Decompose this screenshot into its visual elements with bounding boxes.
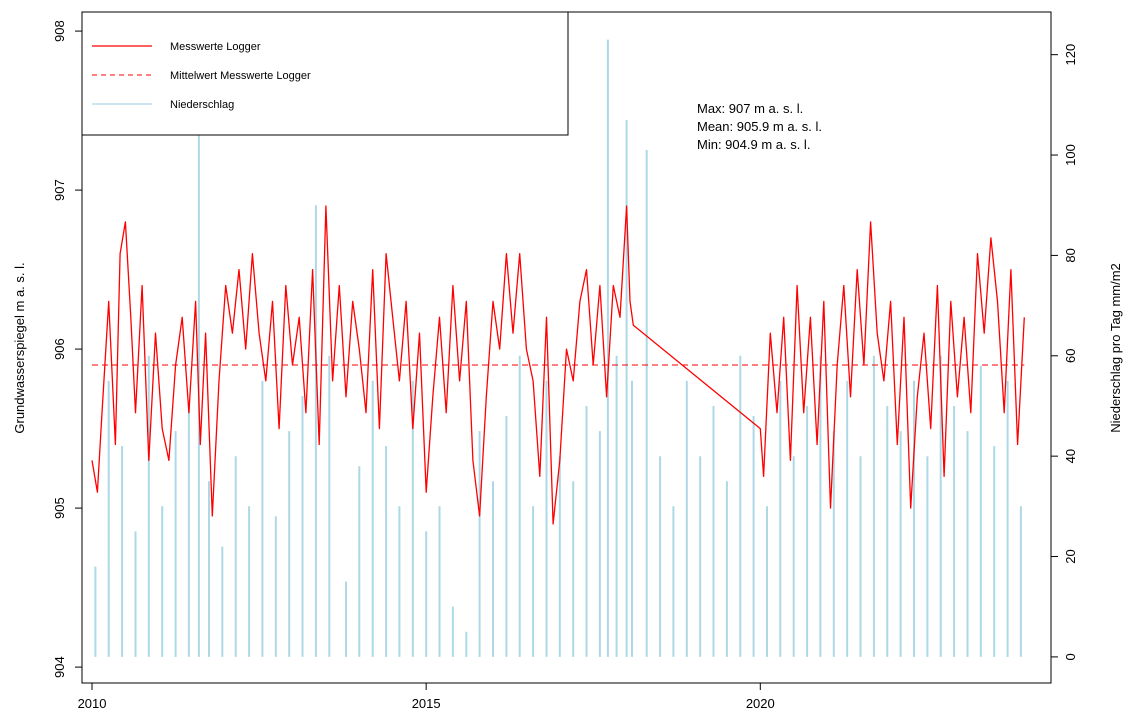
y-left-tick-label: 906 xyxy=(52,338,67,360)
stats-annotation: Max: 907 m a. s. l. Mean: 905.9 m a. s. … xyxy=(697,101,822,152)
y-left-tick-label: 908 xyxy=(52,20,67,42)
y-left-tick-label: 904 xyxy=(52,656,67,678)
y-right-tick-label: 0 xyxy=(1063,653,1078,660)
groundwater-series xyxy=(91,205,1025,525)
y-axis-left: 904 905 906 907 908 xyxy=(52,20,83,678)
stat-min: Min: 904.9 m a. s. l. xyxy=(697,137,810,152)
y-right-tick-label: 40 xyxy=(1063,449,1078,463)
y-axis-left-title: Grundwasserspiegel m a. s. l. xyxy=(12,262,27,433)
y-right-tick-label: 120 xyxy=(1063,44,1078,66)
y-left-tick-label: 905 xyxy=(52,497,67,519)
y-axis-right: 0 20 40 60 80 100 120 xyxy=(1050,44,1078,661)
groundwater-line xyxy=(91,205,1025,525)
x-tick-label: 2020 xyxy=(746,696,775,711)
stat-max: Max: 907 m a. s. l. xyxy=(697,101,803,116)
legend-box xyxy=(81,11,569,136)
x-axis: 2010 2015 2020 xyxy=(78,682,775,711)
stat-mean: Mean: 905.9 m a. s. l. xyxy=(697,119,822,134)
legend: Messwerte Logger Mittelwert Messwerte Lo… xyxy=(81,11,569,136)
y-right-tick-label: 80 xyxy=(1063,248,1078,262)
y-axis-right-title: Niederschlag pro Tag mm/m2 xyxy=(1108,263,1123,433)
x-tick-label: 2010 xyxy=(78,696,107,711)
x-tick-label: 2015 xyxy=(412,696,441,711)
y-right-tick-label: 100 xyxy=(1063,144,1078,166)
y-right-tick-label: 60 xyxy=(1063,349,1078,363)
y-right-tick-label: 20 xyxy=(1063,549,1078,563)
y-left-tick-label: 907 xyxy=(52,179,67,201)
legend-label-logger: Messwerte Logger xyxy=(170,41,261,53)
legend-label-precip: Niederschlag xyxy=(170,99,234,111)
legend-label-mean: Mittelwert Messwerte Logger xyxy=(170,70,311,82)
